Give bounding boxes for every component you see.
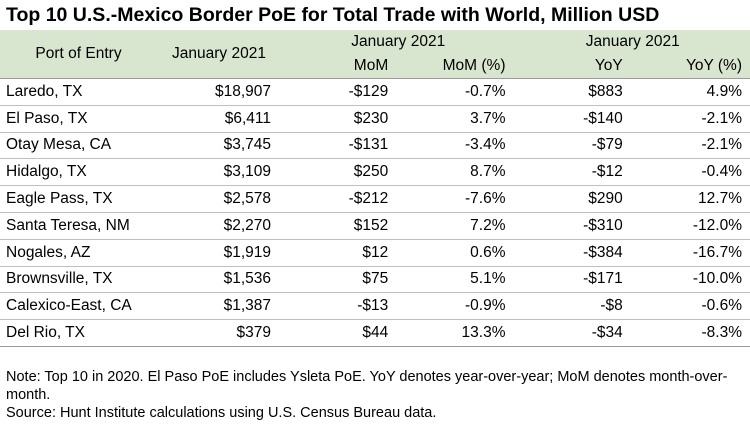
cell-yoy-pct: 12.7% (632, 185, 750, 213)
cell-mom: $152 (281, 211, 399, 240)
cell-port: Nogales, AZ (0, 238, 157, 267)
cell-value: $1,536 (157, 265, 281, 293)
cell-mom-pct: 13.3% (398, 319, 516, 347)
table-title: Top 10 U.S.-Mexico Border PoE for Total … (6, 4, 660, 26)
cell-yoy-pct: -8.3% (632, 319, 750, 347)
cell-mom-pct: 3.7% (398, 104, 516, 133)
table-row: Otay Mesa, CA $3,745 -$131 -3.4% -$79 -2.1% (0, 131, 750, 159)
header-port: Port of Entry (35, 45, 122, 62)
cell-yoy: -$79 (515, 131, 633, 159)
cell-yoy-pct: -0.4% (632, 158, 750, 186)
header-yoy-pct: YoY (%) (685, 57, 742, 74)
cell-yoy-pct: -0.6% (632, 292, 750, 320)
cell-yoy-pct: -16.7% (632, 238, 750, 267)
cell-mom: -$131 (281, 131, 399, 159)
table-row: Brownsville, TX $1,536 $75 5.1% -$171 -10.0% (0, 265, 750, 293)
header-value: January 2021 (172, 45, 266, 62)
cell-mom: $44 (281, 319, 399, 347)
trade-table: Port of Entry January 2021 January 2021 … (0, 30, 750, 347)
table-body: Laredo, TX $18,907 -$129 -0.7% $883 4.9% El Pa… (0, 78, 750, 347)
cell-yoy: $883 (515, 78, 633, 106)
cell-port: Hidalgo, TX (0, 158, 157, 186)
table-row: Del Rio, TX $379 $44 13.3% -$34 -8.3% (0, 319, 750, 347)
cell-port: Brownsville, TX (0, 265, 157, 293)
cell-yoy-pct: -10.0% (632, 265, 750, 293)
cell-mom-pct: -3.4% (398, 131, 516, 159)
cell-value: $6,411 (157, 104, 281, 133)
table-row: Santa Teresa, NM $2,270 $152 7.2% -$310 -12.0… (0, 211, 750, 240)
cell-port: El Paso, TX (0, 104, 157, 133)
table-header: Port of Entry January 2021 January 2021 … (0, 30, 750, 79)
cell-mom: $75 (281, 265, 399, 293)
cell-yoy: -$384 (515, 238, 633, 267)
cell-value: $2,578 (157, 185, 281, 213)
cell-mom-pct: 0.6% (398, 238, 516, 267)
cell-value: $3,109 (157, 158, 281, 186)
header-mom: MoM (353, 57, 389, 74)
table-row: Hidalgo, TX $3,109 $250 8.7% -$12 -0.4% (0, 158, 750, 186)
header-yoy-group: January 2021 (585, 33, 680, 50)
cell-mom: -$129 (281, 78, 399, 106)
cell-mom-pct: 7.2% (398, 211, 516, 240)
table-row: El Paso, TX $6,411 $230 3.7% -$140 -2.1% (0, 104, 750, 133)
table-row: Nogales, AZ $1,919 $12 0.6% -$384 -16.7% (0, 238, 750, 267)
cell-yoy-pct: 4.9% (632, 78, 750, 106)
cell-mom: -$13 (281, 292, 399, 320)
cell-value: $379 (157, 319, 281, 347)
cell-mom-pct: -0.7% (398, 78, 516, 106)
cell-port: Santa Teresa, NM (0, 211, 157, 240)
cell-mom: -$212 (281, 185, 399, 213)
cell-yoy: -$171 (515, 265, 633, 293)
footnotes: Note: Top 10 in 2020. El Paso PoE includ… (6, 368, 744, 422)
cell-mom: $12 (281, 238, 399, 267)
table-row: Calexico-East, CA $1,387 -$13 -0.9% -$8 -0.6% (0, 292, 750, 320)
source-text: Source: Hunt Institute calculations usin… (6, 405, 437, 421)
note-text: Note: Top 10 in 2020. El Paso PoE includ… (6, 369, 728, 403)
cell-yoy: -$12 (515, 158, 633, 186)
cell-yoy-pct: -2.1% (632, 131, 750, 159)
cell-value: $3,745 (157, 131, 281, 159)
cell-port: Del Rio, TX (0, 319, 157, 347)
cell-mom-pct: -7.6% (398, 185, 516, 213)
cell-value: $1,919 (157, 238, 281, 267)
cell-yoy-pct: -2.1% (632, 104, 750, 133)
cell-mom-pct: 5.1% (398, 265, 516, 293)
cell-yoy: -$310 (515, 211, 633, 240)
cell-mom: $250 (281, 158, 399, 186)
table-row: Laredo, TX $18,907 -$129 -0.7% $883 4.9% (0, 78, 750, 106)
cell-value: $2,270 (157, 211, 281, 240)
cell-mom-pct: 8.7% (398, 158, 516, 186)
header-mom-pct: MoM (%) (442, 57, 506, 74)
header-yoy: YoY (594, 57, 623, 74)
cell-yoy-pct: -12.0% (632, 211, 750, 240)
cell-port: Otay Mesa, CA (0, 131, 157, 159)
cell-yoy: $290 (515, 185, 633, 213)
cell-mom-pct: -0.9% (398, 292, 516, 320)
cell-value: $18,907 (157, 78, 281, 106)
cell-value: $1,387 (157, 292, 281, 320)
cell-yoy: -$34 (515, 319, 633, 347)
cell-port: Calexico-East, CA (0, 292, 157, 320)
cell-port: Eagle Pass, TX (0, 185, 157, 213)
cell-port: Laredo, TX (0, 78, 157, 106)
table-row: Eagle Pass, TX $2,578 -$212 -7.6% $290 12.7% (0, 185, 750, 213)
cell-yoy: -$140 (515, 104, 633, 133)
cell-mom: $230 (281, 104, 399, 133)
header-mom-group: January 2021 (351, 33, 446, 50)
cell-yoy: -$8 (515, 292, 633, 320)
